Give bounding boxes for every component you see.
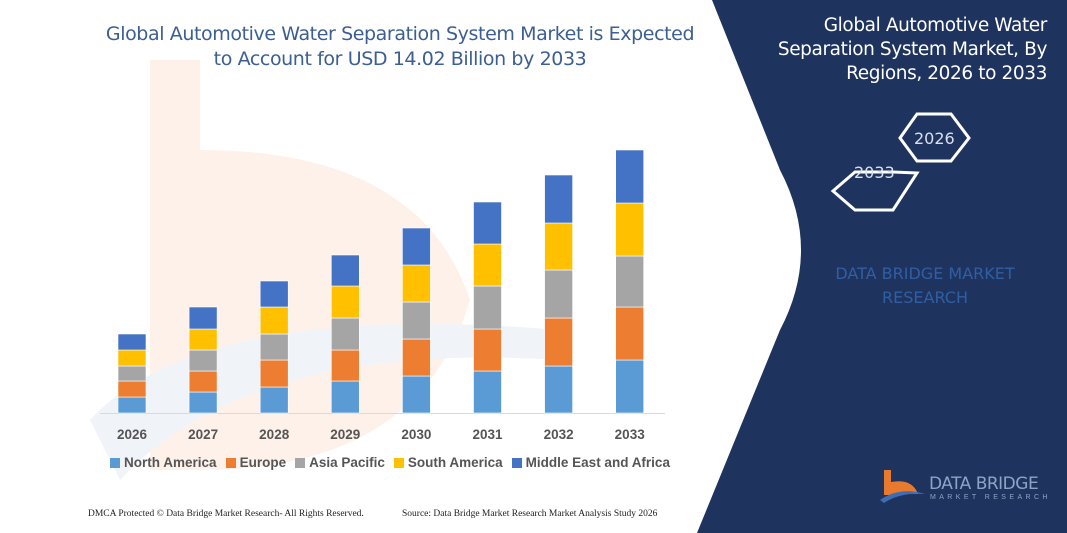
bar-segment-2027-south-america	[188, 328, 218, 351]
legend-item: Europe	[225, 455, 287, 470]
bar-segment-2030-middle-east-and-africa	[402, 227, 431, 266]
bar-segment-2027-north-america	[188, 391, 218, 414]
bar-segment-2026-asia-pacific	[117, 365, 147, 382]
legend-label: Asia Pacific	[309, 455, 385, 470]
legend-item: North America	[110, 455, 217, 470]
side-panel-background	[697, 0, 1067, 533]
x-tick-label: 2029	[330, 427, 360, 442]
bar-segment-2030-south-america	[402, 264, 431, 303]
bar-segment-2027-europe	[188, 370, 218, 393]
bar-segment-2033-middle-east-and-africa	[615, 149, 645, 204]
logo-icon	[880, 470, 925, 503]
x-tick-label: 2028	[259, 427, 290, 442]
bar-segment-2028-asia-pacific	[259, 333, 289, 361]
bar-segment-2030-asia-pacific	[402, 301, 431, 340]
bar-segment-2029-north-america	[330, 380, 360, 414]
bar-segment-2031-middle-east-and-africa	[473, 201, 502, 245]
bar-segment-2026-europe	[117, 380, 147, 398]
hex-label-start: 2026	[914, 129, 955, 148]
x-tick-label: 2027	[188, 427, 218, 442]
brand-text: DATA BRIDGE MARKET RESEARCH	[835, 264, 1015, 307]
bar-segment-2030-europe	[402, 338, 431, 377]
bar-segment-2032-north-america	[544, 365, 573, 414]
bar-segment-2027-asia-pacific	[188, 349, 218, 372]
panel-title: Global Automotive Water Separation Syste…	[777, 15, 1048, 84]
logo-text: DATA BRIDGE	[929, 474, 1039, 494]
bar-segment-2029-asia-pacific	[330, 317, 360, 351]
bar-segment-2029-middle-east-and-africa	[330, 254, 360, 287]
legend-item: Asia Pacific	[295, 455, 385, 470]
legend-label: North America	[124, 455, 217, 470]
chart-title: Global Automotive Water Separation Syste…	[105, 23, 695, 70]
footer-copyright: DMCA Protected © Data Bridge Market Rese…	[88, 509, 364, 519]
bar-segment-2032-middle-east-and-africa	[544, 174, 573, 224]
bar-segment-2031-asia-pacific	[473, 285, 502, 330]
bar-segment-2028-europe	[259, 359, 289, 388]
x-tick-label: 2033	[615, 427, 646, 442]
hexagon-2026-outline	[898, 112, 971, 163]
stacked-bar-chart: 2026 2027 2028 2029 2030 2031 2032 2033	[100, 149, 665, 442]
legend-swatch	[393, 457, 404, 468]
bar-segment-2026-north-america	[117, 396, 147, 414]
bar-segment-2026-south-america	[117, 349, 147, 367]
bar-segment-2032-europe	[544, 317, 573, 367]
legend-label: South America	[407, 455, 503, 470]
bar-segment-2033-europe	[615, 306, 645, 361]
bar-segment-2030-north-america	[402, 375, 431, 414]
logo-subtext: MARKET RESEARCH	[930, 494, 1051, 501]
hex-label-end: 2033	[854, 163, 895, 182]
bar-segment-2027-middle-east-and-africa	[188, 306, 218, 330]
x-tick-label: 2031	[472, 427, 503, 442]
bar-segment-2032-asia-pacific	[544, 269, 573, 319]
bar-segment-2031-north-america	[473, 370, 502, 414]
bar-segment-2033-north-america	[615, 359, 645, 414]
bar-segment-2028-north-america	[259, 386, 289, 414]
footer-source: Source: Data Bridge Market Research Mark…	[402, 509, 658, 519]
bar-segment-2031-south-america	[473, 243, 502, 287]
legend-label: Middle East and Africa	[525, 455, 670, 470]
hexagon-2033-outline	[830, 170, 920, 212]
bar-segment-2029-europe	[330, 349, 360, 382]
legend-swatch	[295, 457, 306, 468]
legend-item: South America	[393, 455, 503, 470]
legend-swatch	[110, 457, 121, 468]
bar-segment-2028-south-america	[259, 306, 289, 335]
chart-legend: North America Europe Asia Pacific South Ame…	[100, 455, 680, 470]
x-tick-label: 2026	[117, 427, 148, 442]
legend-swatch	[511, 457, 522, 468]
bar-segment-2029-south-america	[330, 285, 360, 319]
bar-segment-2033-asia-pacific	[615, 255, 645, 308]
bar-segment-2033-south-america	[615, 202, 645, 257]
bar-segment-2026-middle-east-and-africa	[117, 333, 147, 351]
x-tick-label: 2032	[544, 427, 574, 442]
bar-segment-2028-middle-east-and-africa	[259, 280, 289, 308]
legend-item: Middle East and Africa	[511, 455, 670, 470]
bar-segment-2032-south-america	[544, 222, 573, 271]
legend-label: Europe	[239, 455, 287, 470]
x-tick-label: 2030	[401, 427, 431, 442]
legend-swatch	[225, 457, 236, 468]
bar-segment-2031-europe	[473, 328, 502, 372]
